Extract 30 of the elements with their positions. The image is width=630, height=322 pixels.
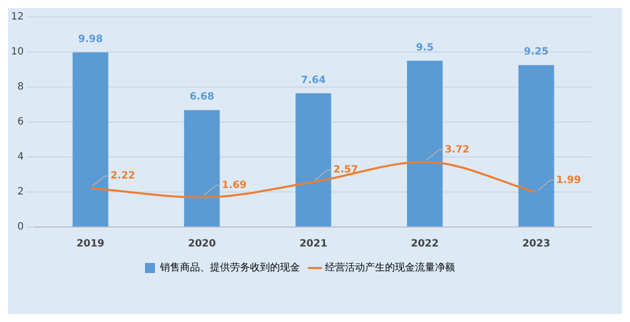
data-label: 3.72 bbox=[444, 144, 470, 156]
x-tick-label: 2020 bbox=[188, 238, 216, 250]
x-tick-label: 2021 bbox=[299, 238, 328, 250]
data-label: 1.69 bbox=[222, 180, 247, 192]
y-tick-label: 0 bbox=[17, 222, 24, 233]
data-label: 1.99 bbox=[556, 174, 581, 186]
y-tick-label: 10 bbox=[10, 46, 24, 58]
bar bbox=[406, 60, 443, 226]
legend-label: 经营活动产生的现金流量净额 bbox=[325, 262, 455, 274]
data-label: 9.25 bbox=[524, 46, 549, 58]
data-label: 9.5 bbox=[416, 42, 434, 54]
x-tick-label: 2019 bbox=[76, 238, 104, 250]
x-tick-label: 2023 bbox=[522, 238, 550, 250]
x-tick-label: 2022 bbox=[410, 238, 439, 250]
y-tick-label: 6 bbox=[17, 116, 24, 128]
legend-label: 销售商品、提供劳务收到的现金 bbox=[159, 262, 300, 274]
data-label: 9.98 bbox=[78, 34, 103, 45]
bar bbox=[296, 93, 332, 226]
y-tick-label: 2 bbox=[17, 186, 24, 198]
y-tick-label: 4 bbox=[17, 152, 24, 163]
bar bbox=[184, 110, 220, 226]
data-label: 6.68 bbox=[190, 92, 214, 103]
y-tick-label: 8 bbox=[17, 82, 24, 93]
y-tick-label: 12 bbox=[10, 12, 24, 23]
data-label: 2.22 bbox=[110, 170, 136, 182]
bar bbox=[72, 52, 108, 226]
line-series bbox=[89, 160, 538, 198]
data-label: 2.57 bbox=[333, 164, 358, 176]
bar bbox=[518, 65, 554, 226]
data-label: 7.64 bbox=[301, 74, 326, 86]
